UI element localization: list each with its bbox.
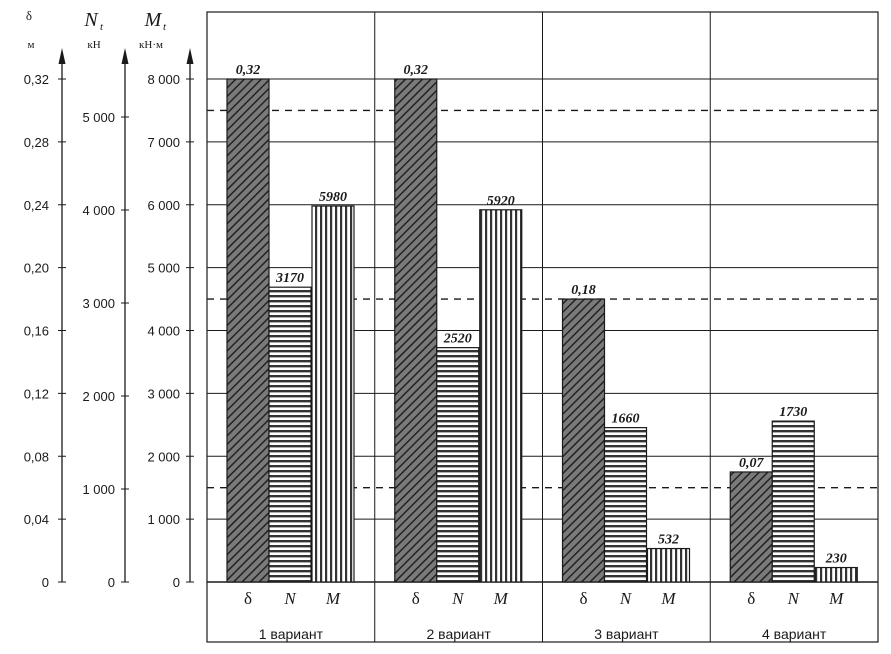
n-bar (268, 286, 312, 583)
n-axis-symbol: N (83, 9, 99, 31)
n-bar-symbol: N (283, 589, 297, 608)
m-bar (311, 205, 355, 583)
m-bar (479, 209, 523, 583)
m-bar-symbol: M (660, 589, 676, 608)
delta-bar-symbol: δ (747, 589, 755, 608)
n-axis-unit: кН (87, 39, 100, 51)
delta-bar-symbol: δ (412, 589, 420, 608)
delta-axis-arrow (58, 48, 66, 64)
delta-tick-label: 0,08 (24, 449, 49, 464)
delta-bar (561, 298, 606, 583)
m-tick-label: 4 000 (147, 324, 180, 339)
m-bar-value-label: 230 (825, 552, 847, 567)
m-tick-label: 7 000 (147, 135, 180, 150)
delta-bar-value-label: 0,32 (404, 63, 429, 78)
n-bar-value-label: 2520 (443, 332, 472, 347)
category-label: 3 вариант (594, 626, 659, 642)
m-axis-unit: кН·м (139, 39, 163, 51)
plot-area: 0,32 δ 3170 N 5980 M 1 вариант 0,32 δ 2520 N 5920 M 2… (206, 11, 879, 643)
m-tick-label: 0 (173, 575, 180, 590)
m-bar-symbol: M (828, 589, 844, 608)
m-tick-label: 6 000 (147, 198, 180, 213)
n-bar-symbol: N (451, 589, 465, 608)
n-bar-symbol: N (619, 589, 633, 608)
m-axis-subscript: t (163, 21, 167, 33)
delta-tick-label: 0,12 (24, 386, 49, 401)
n-axis-subscript: t (100, 21, 104, 33)
delta-tick-label: 0,20 (24, 261, 49, 276)
m-bar-value-label: 5920 (487, 194, 515, 209)
m-tick-label: 5 000 (147, 261, 180, 276)
delta-bar (226, 78, 270, 583)
n-tick-label: 2 000 (82, 389, 115, 404)
delta-tick-label: 0,24 (24, 198, 49, 213)
m-bar-value-label: 532 (658, 533, 679, 548)
m-bar-value-label: 5980 (319, 190, 347, 205)
delta-bar (394, 78, 438, 583)
m-tick-label: 1 000 (147, 512, 180, 527)
delta-tick-label: 0 (42, 575, 49, 590)
n-bar (436, 347, 480, 583)
delta-bar-value-label: 0,32 (236, 63, 261, 78)
delta-axis-unit: м (28, 39, 35, 51)
n-tick-label: 5 000 (82, 110, 115, 125)
n-bar (603, 427, 648, 583)
m-axis-arrow (186, 48, 194, 64)
m-bar (814, 566, 858, 583)
category-label: 2 вариант (426, 626, 491, 642)
n-axis-arrow (121, 48, 129, 64)
axes: 0 0,04 0,08 0,12 0,16 0,20 0,24 0,28 0,32 0 1 000 2… (24, 48, 194, 590)
m-axis-symbol: M (144, 9, 163, 31)
delta-axis-symbol: δ (26, 8, 32, 23)
delta-bar (729, 471, 773, 583)
m-tick-label: 8 000 (147, 72, 180, 87)
m-bar-symbol: M (493, 589, 509, 608)
delta-bar-value-label: 0,07 (739, 456, 765, 471)
delta-bar-symbol: δ (579, 589, 587, 608)
n-bar-value-label: 3170 (275, 271, 304, 286)
category-label: 4 вариант (762, 626, 827, 642)
m-tick-label: 3 000 (147, 386, 180, 401)
n-tick-label: 3 000 (82, 296, 115, 311)
n-bar-value-label: 1730 (779, 405, 807, 420)
n-bar-symbol: N (787, 589, 801, 608)
delta-tick-label: 0,16 (24, 324, 49, 339)
n-tick-label: 0 (108, 575, 115, 590)
n-bar-value-label: 1660 (612, 412, 640, 427)
n-tick-label: 4 000 (82, 203, 115, 218)
n-bar (771, 420, 815, 583)
delta-tick-label: 0,28 (24, 135, 49, 150)
n-tick-label: 1 000 (82, 482, 115, 497)
delta-tick-label: 0,32 (24, 72, 49, 87)
m-bar (646, 547, 691, 583)
category-label: 1 вариант (259, 626, 324, 642)
m-bar-symbol: M (325, 589, 341, 608)
delta-bar-value-label: 0,18 (571, 283, 596, 298)
m-tick-label: 2 000 (147, 449, 180, 464)
delta-bar-symbol: δ (244, 589, 252, 608)
delta-tick-label: 0,04 (24, 512, 49, 527)
